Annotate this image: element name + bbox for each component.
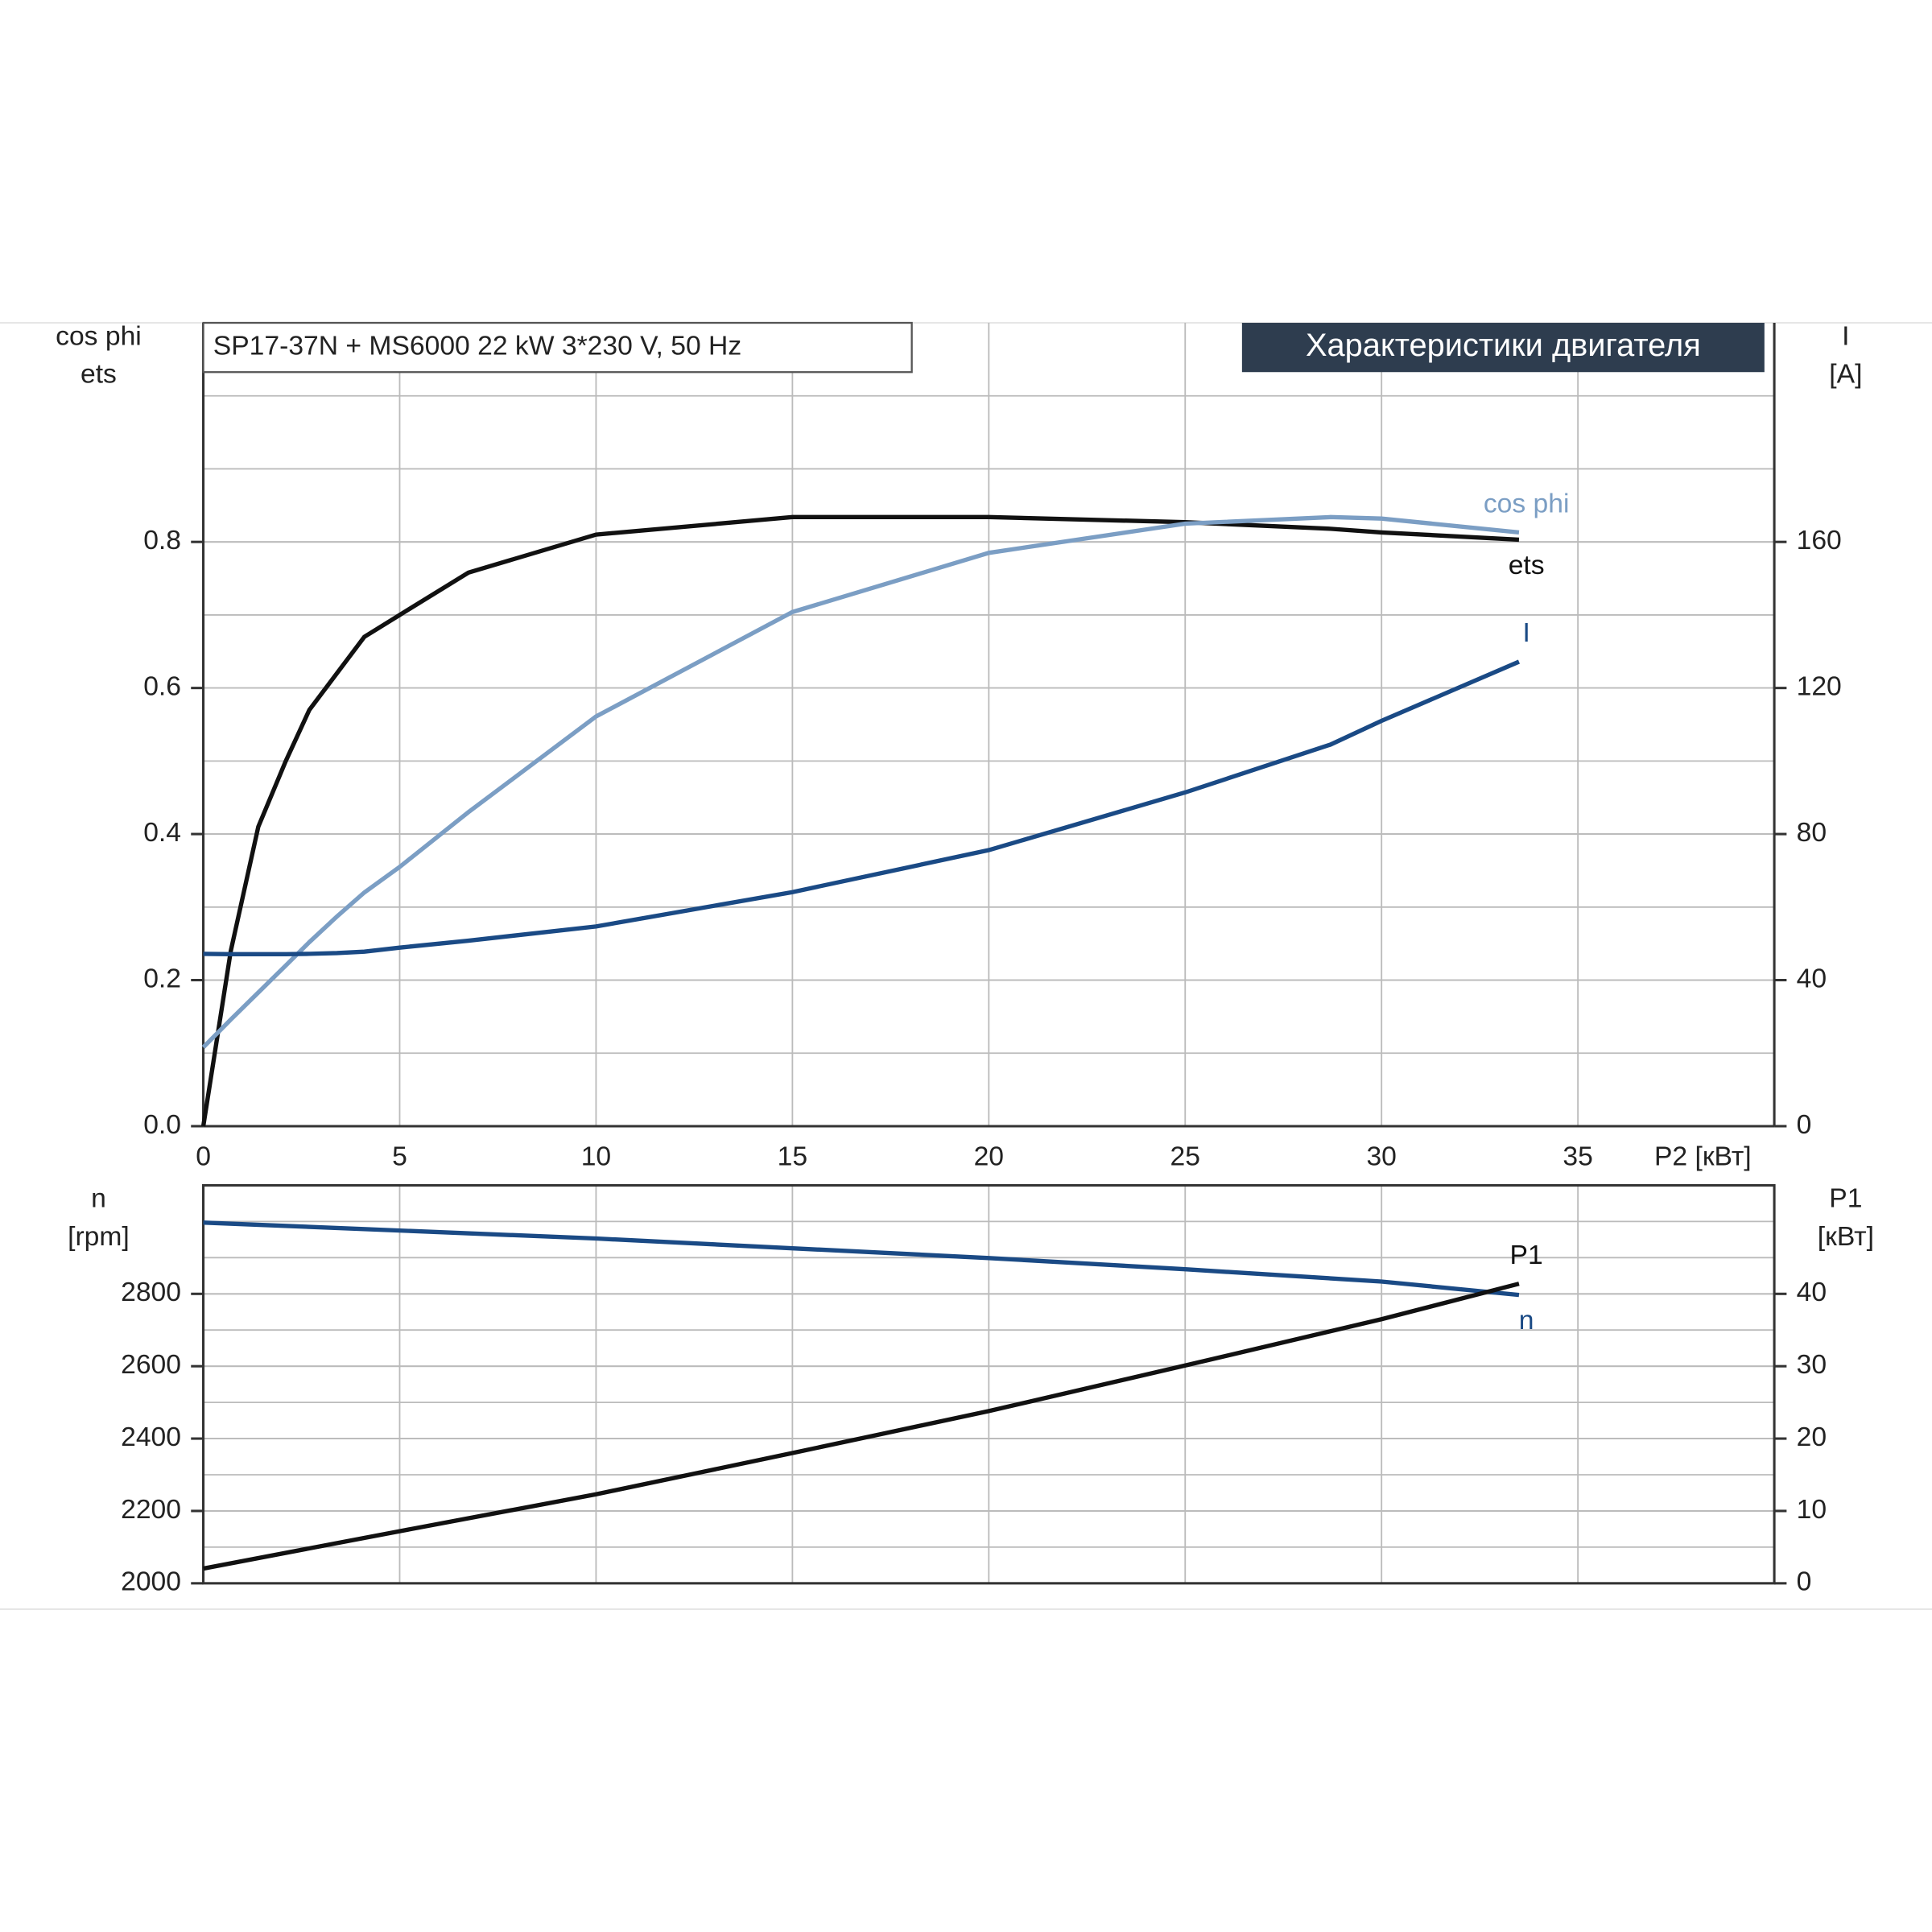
chart-title: SP17-37N + MS6000 22 kW 3*230 V, 50 Hz: [213, 332, 741, 361]
y2-tick-label: 40: [1797, 964, 1827, 993]
x-tick-label: 30: [1366, 1142, 1396, 1172]
x-axis-label: P2 [кВт]: [1654, 1142, 1752, 1172]
y2-axis-label: [кВт]: [1818, 1222, 1874, 1252]
y-tick-label: 0.0: [143, 1110, 181, 1140]
series-line: [201, 514, 1520, 1049]
y-tick-label: 0.2: [143, 964, 181, 993]
y2-tick-label: 10: [1797, 1495, 1827, 1525]
y-tick-label: 2400: [121, 1422, 181, 1452]
y2-tick-label: 120: [1797, 672, 1842, 702]
series-label: ets: [1509, 551, 1545, 580]
series-label: n: [1519, 1306, 1534, 1335]
x-tick-label: 25: [1170, 1142, 1200, 1172]
plot-frame: [202, 1183, 1776, 1585]
y-axis-label: [rpm]: [68, 1222, 130, 1252]
series-line: [203, 659, 1521, 956]
y-tick-label: 2800: [121, 1278, 181, 1307]
y2-axis-label: P1: [1829, 1184, 1862, 1214]
series-label: I: [1522, 618, 1530, 648]
y-tick-label: 2200: [121, 1495, 181, 1525]
y2-tick-label: 40: [1797, 1278, 1827, 1307]
y2-tick-label: 20: [1797, 1422, 1827, 1452]
title-box: [202, 321, 913, 374]
x-tick-label: 15: [778, 1142, 807, 1172]
badge-box: [1241, 323, 1765, 373]
y2-axis-label: I: [1842, 321, 1849, 351]
x-tick-label: 20: [974, 1142, 1004, 1172]
y2-axis-label: [A]: [1829, 360, 1862, 390]
series-label: P1: [1510, 1241, 1543, 1270]
y-tick-label: 2600: [121, 1350, 181, 1380]
x-tick-label: 5: [392, 1142, 407, 1172]
x-tick-label: 0: [196, 1142, 211, 1172]
x-tick-label: 10: [581, 1142, 611, 1172]
series-label: cos phi: [1484, 489, 1570, 519]
y2-tick-label: 80: [1797, 818, 1827, 848]
y-axis-label: cos phi: [56, 321, 142, 351]
y-tick-label: 0.4: [143, 818, 181, 848]
series-line: [200, 514, 1520, 1127]
series-line: [203, 1282, 1520, 1571]
y-tick-label: 0.6: [143, 672, 181, 702]
y2-tick-label: 160: [1797, 526, 1842, 555]
y-tick-label: 0.8: [143, 526, 181, 555]
y2-tick-label: 0: [1797, 1110, 1812, 1140]
y2-tick-label: 30: [1797, 1350, 1827, 1380]
y-axis-label: ets: [80, 360, 117, 390]
x-tick-label: 35: [1563, 1142, 1592, 1172]
chart-badge: Характеристики двигателя: [1306, 328, 1701, 363]
y2-tick-label: 0: [1797, 1567, 1812, 1597]
series-line: [203, 1220, 1520, 1298]
y-tick-label: 2000: [121, 1567, 181, 1597]
y-axis-label: n: [91, 1184, 106, 1214]
